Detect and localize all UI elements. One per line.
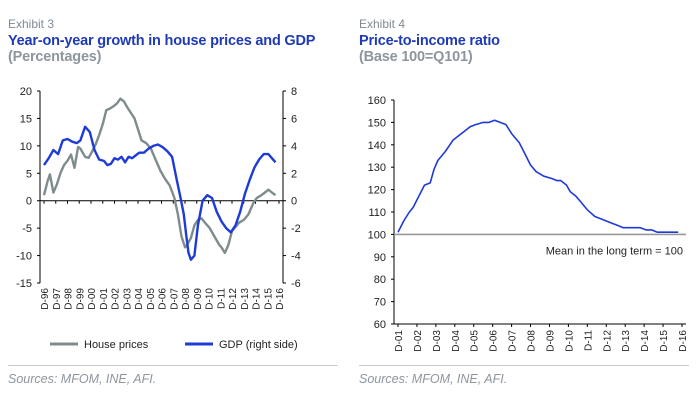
- y-tick-label: 15: [20, 113, 32, 125]
- x-tick-label: D-16: [275, 288, 286, 310]
- x-tick-label: D-01: [99, 288, 110, 310]
- x-tick-label: D-08: [181, 288, 192, 310]
- y-tick-label: 5: [26, 168, 32, 180]
- gdp-line: [43, 125, 277, 261]
- ratio-y-tick-label: 150: [368, 117, 386, 129]
- ratio-x-tick-label: D-16: [678, 330, 689, 352]
- exhibit-4-title: Price-to-income ratio: [359, 33, 500, 49]
- ratio-x-tick-label: D-07: [508, 330, 519, 352]
- ratio-x-tick-label: D-02: [413, 330, 424, 352]
- ratio-y-tick-label: 120: [368, 185, 386, 197]
- exhibit-4-subtitle: (Base 100=Q101): [359, 49, 473, 65]
- y-tick-label: -15: [16, 278, 32, 290]
- x-tick-label: D-10: [205, 288, 216, 310]
- x-tick-label: D-00: [87, 288, 98, 310]
- ratio-x-tick-label: D-03: [432, 330, 443, 352]
- ratio-y-tick-label: 60: [374, 319, 386, 331]
- x-tick-label: D-14: [252, 288, 263, 310]
- exhibit-3-subtitle: (Percentages): [8, 49, 102, 65]
- x-tick-label: D-97: [52, 288, 63, 310]
- x-tick-label: D-04: [134, 288, 145, 310]
- x-tick-label: D-98: [64, 288, 75, 310]
- y-tick-label: -10: [16, 251, 32, 263]
- y2-tick-label: 6: [291, 113, 297, 125]
- ratio-x-tick-label: D-06: [489, 330, 500, 352]
- x-tick-label: D-99: [75, 288, 86, 310]
- legend-house-prices-label: House prices: [84, 339, 149, 351]
- x-tick-label: D-15: [263, 288, 274, 310]
- ratio-y-tick-label: 110: [368, 207, 386, 219]
- exhibit-4-sources: Sources: MFOM, INE, AFI.: [359, 372, 508, 386]
- ratio-y-tick-label: 90: [374, 252, 386, 264]
- x-tick-label: D-12: [228, 288, 239, 310]
- y2-tick-label: -2: [291, 223, 301, 235]
- y-tick-label: 0: [26, 196, 32, 208]
- ratio-x-tick-label: D-10: [564, 330, 575, 352]
- y2-tick-label: -4: [291, 251, 301, 263]
- y2-tick-label: -6: [291, 278, 301, 290]
- y-tick-label: 20: [20, 86, 32, 98]
- price-to-income-line: [397, 119, 679, 233]
- ratio-x-tick-label: D-05: [470, 330, 481, 352]
- x-tick-label: D-07: [169, 288, 180, 310]
- ratio-x-tick-label: D-01: [394, 330, 405, 352]
- ratio-x-tick-label: D-11: [583, 330, 594, 351]
- sources-divider-left: [8, 365, 338, 366]
- y2-tick-label: 8: [291, 86, 297, 98]
- x-tick-label: D-06: [158, 288, 169, 310]
- x-tick-label: D-03: [122, 288, 133, 310]
- ratio-x-tick-label: D-09: [545, 330, 556, 352]
- x-tick-label: D-13: [240, 288, 251, 310]
- exhibit-3-sources: Sources: MFOM, INE, AFI.: [8, 372, 157, 386]
- ratio-x-tick-label: D-15: [659, 330, 670, 352]
- exhibit-3-label: Exhibit 3: [8, 17, 55, 31]
- ratio-y-tick-label: 140: [368, 140, 386, 152]
- ratio-x-tick-label: D-13: [621, 330, 632, 352]
- ratio-y-tick-label: 70: [374, 297, 386, 309]
- x-tick-label: D-02: [111, 288, 122, 310]
- ratio-y-tick-label: 160: [368, 95, 386, 107]
- y2-tick-label: 2: [291, 168, 297, 180]
- ratio-x-tick-label: D-12: [602, 330, 613, 352]
- ratio-x-tick-label: D-08: [527, 330, 538, 352]
- ratio-y-tick-label: 100: [368, 229, 386, 241]
- x-tick-label: D-09: [193, 288, 204, 310]
- house-prices-line: [42, 97, 277, 254]
- x-tick-label: D-11: [216, 288, 227, 309]
- exhibit-3-title: Year-on-year growth in house prices and …: [8, 33, 316, 49]
- long-term-mean-label: Mean in the long term = 100: [546, 245, 683, 257]
- y-tick-label: 10: [20, 141, 32, 153]
- ratio-y-tick-label: 80: [374, 274, 386, 286]
- x-tick-label: D-05: [146, 288, 157, 310]
- ratio-x-tick-label: D-04: [451, 330, 462, 352]
- y-tick-label: -5: [22, 223, 32, 235]
- exhibit-4-label: Exhibit 4: [359, 17, 406, 31]
- ratio-y-tick-label: 130: [368, 162, 386, 174]
- y2-tick-label: 0: [291, 196, 297, 208]
- sources-divider-right: [359, 365, 689, 366]
- y2-tick-label: 4: [291, 141, 297, 153]
- x-tick-label: D-96: [40, 288, 51, 310]
- ratio-x-tick-label: D-14: [640, 330, 651, 352]
- legend-gdp-label: GDP (right side): [219, 339, 298, 351]
